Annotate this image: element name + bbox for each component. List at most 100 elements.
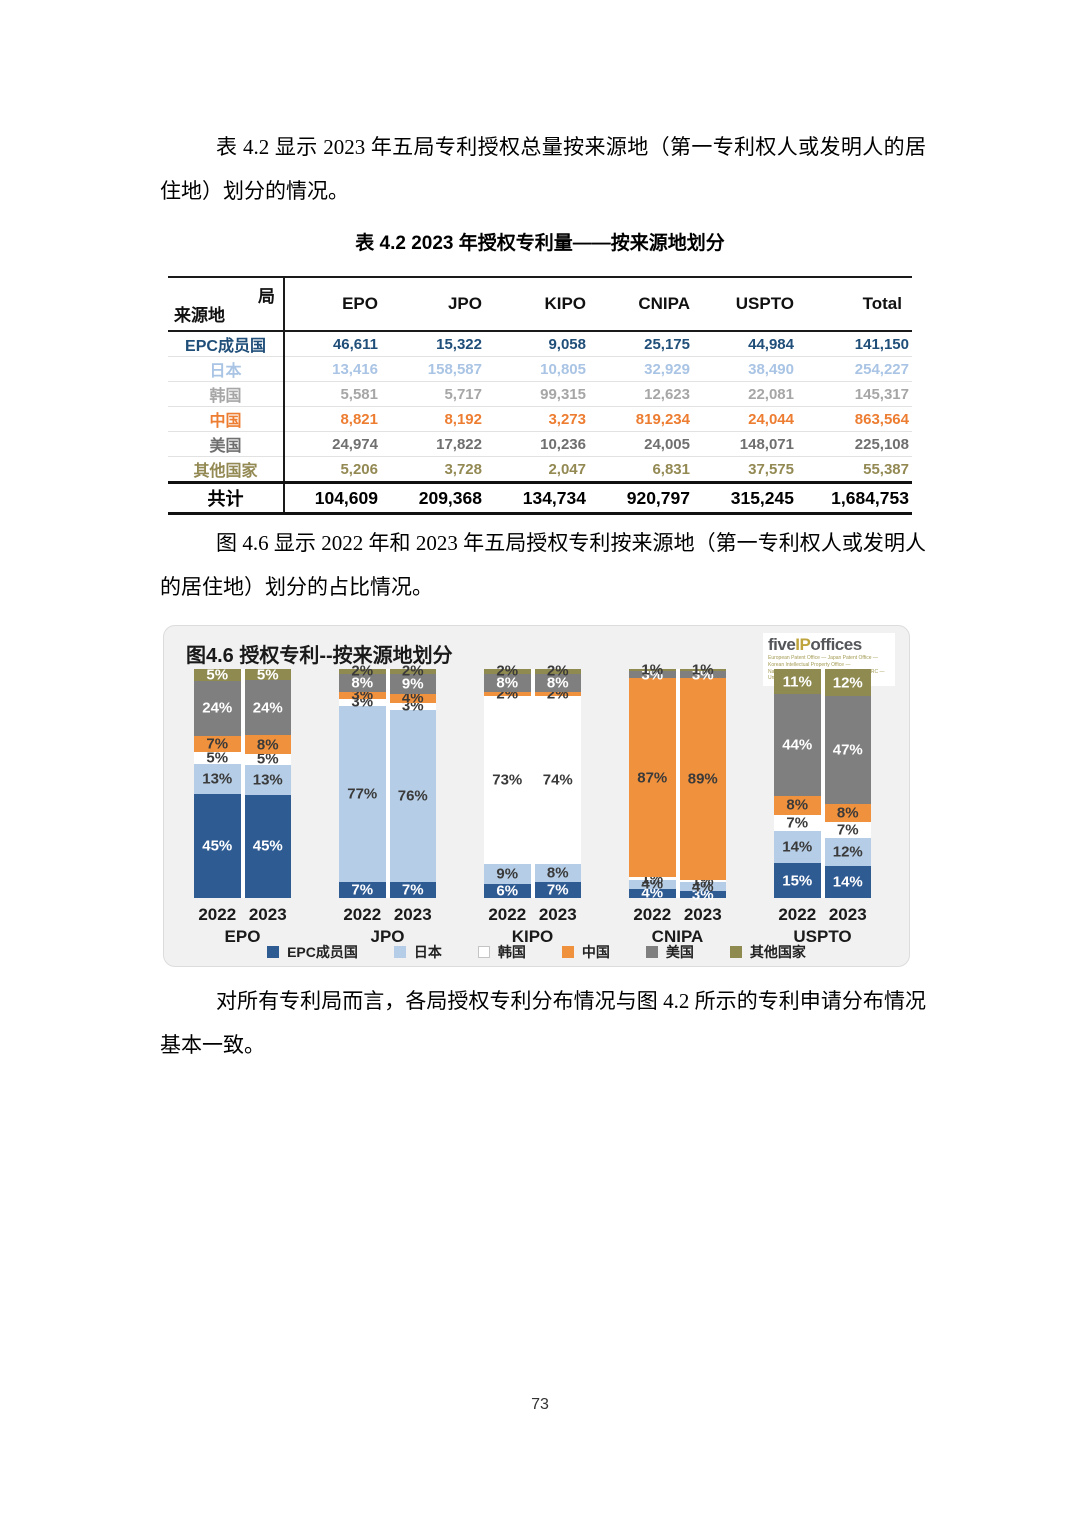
stacked-bar-uspto-2023: 14% 12% 7% 8% 47% 12% [824, 669, 871, 898]
total-cell-value: 920,797 [596, 481, 700, 515]
table-row: 日本 13,416 158,587 10,805 32,929 38,490 254,227 [168, 356, 912, 382]
bar-segment-label: 14% [782, 838, 813, 856]
bar-segment: 47% [824, 696, 871, 805]
bar-group-kipo: 6% 9% 73% 2% 8% 2% 7% 8% 74% 2% 8% 2% 2022 2023 KIPO [484, 664, 581, 946]
cell-value: 10,805 [492, 356, 596, 382]
stacked-bar-cnipa-2023: 3% 4% 1% 89% 3% 1% [679, 663, 726, 902]
bar-segment: 3% [339, 695, 386, 710]
stacked-bar-kipo-2023: 7% 8% 74% 2% 8% 2% [534, 664, 581, 898]
bar-segment-label: 7% [786, 814, 809, 832]
cell-value: 10,236 [492, 431, 596, 457]
table-row: 中国 8,821 8,192 3,273 819,234 24,044 863,564 [168, 406, 912, 432]
cell-value: 145,317 [804, 381, 912, 407]
bar-segment: 7% [774, 814, 821, 831]
axis-label-year: 2023 [393, 905, 432, 924]
bar-group-cnipa: 4% 4% 1% 87% 3% 1% 3% 4% 1% 89% 3% 1% 2022 2023 CNIPA [629, 663, 726, 946]
bar-segment-label: 7% [836, 821, 859, 839]
column-header-epo: EPO [284, 276, 388, 332]
bar-segment: 12% [824, 669, 871, 697]
bar-segment: 15% [774, 863, 821, 898]
bar-segment-label: 8% [836, 804, 859, 822]
bar-segment-label: 8% [546, 674, 569, 692]
legend-swatch [645, 946, 658, 958]
corner-label-office: 局 [258, 287, 275, 306]
paragraph-conclusion: 对所有专利局而言，各局授权专利分布情况与图 4.2 所示的专利申请分布情况基本一… [160, 989, 926, 1057]
bar-segment-label: 14% [832, 873, 863, 891]
chart-legend: EPC成员国 日本 韩国 中国 美国 其他国家 [164, 942, 909, 962]
cell-value: 44,984 [748, 335, 794, 353]
bar-segment: 1% [679, 874, 726, 889]
cell-value: 5,717 [388, 381, 492, 407]
axis-year-labels: 2022 2023 [484, 905, 581, 925]
legend-label: 其他国家 [749, 944, 806, 960]
bar-segment: 4% [389, 691, 436, 706]
bar-segment-label: 24% [202, 699, 233, 717]
legend-item: 日本 [393, 942, 442, 962]
axis-label-year: 2023 [828, 905, 867, 924]
column-header-jpo: JPO [388, 276, 492, 332]
bar-segment: 1% [679, 663, 726, 678]
bar-pair-kipo: 6% 9% 73% 2% 8% 2% 7% 8% 74% 2% 8% 2% [484, 664, 581, 899]
cell-value: 2,047 [492, 456, 596, 483]
bar-segment: 1% [629, 663, 676, 678]
bar-segment-label: 11% [782, 673, 812, 691]
bar-segment-label: 5% [256, 666, 279, 684]
bar-segment: 8% [824, 804, 871, 823]
legend-swatch [267, 946, 280, 958]
stacked-bar-uspto-2022: 15% 14% 7% 8% 44% 11% [774, 669, 821, 898]
cell-value: 17,822 [388, 431, 492, 457]
bar-segment-label: 5% [256, 750, 279, 768]
bar-segment: 2% [484, 687, 531, 702]
cell-value: 9,058 [548, 335, 586, 353]
cell-value: 15,322 [436, 335, 482, 353]
axis-label-year: 2022 [488, 905, 527, 924]
bar-segment-label: 47% [832, 741, 863, 759]
bar-pair-jpo: 7% 77% 3% 3% 8% 2% 7% 76% 3% 4% 9% 2% [339, 664, 436, 898]
bar-segment-label: 7% [351, 881, 374, 899]
bar-group-jpo: 7% 77% 3% 3% 8% 2% 7% 76% 3% 4% 9% 2% 2022 2023 JPO [339, 664, 436, 946]
bar-segment-label: 89% [687, 770, 718, 788]
stacked-bar-jpo-2022: 7% 77% 3% 3% 8% 2% [339, 664, 386, 898]
stacked-bar-kipo-2022: 6% 9% 73% 2% 8% 2% [484, 664, 531, 899]
bar-segment: 2% [389, 664, 436, 679]
row-label: 美国 [168, 431, 285, 457]
table-corner-cell: 局 来源地 [168, 276, 285, 332]
logo-wordmark: fiveIPoffices [768, 636, 890, 653]
row-label: EPC成员国 [168, 331, 285, 357]
bar-segment-label: 45% [252, 837, 283, 855]
cell-value: 32,929 [596, 356, 700, 382]
bar-segment: 89% [679, 678, 726, 880]
total-cell-value: 315,245 [700, 481, 804, 515]
bar-segment: 1% [629, 871, 676, 886]
bar-segment: 11% [774, 669, 821, 695]
cell-value: 55,387 [804, 456, 912, 483]
axis-year-labels: 2022 2023 [629, 905, 726, 925]
total-cell-value: 209,368 [388, 481, 492, 515]
bar-segment: 8% [534, 673, 581, 692]
bar-segment: 7% [824, 822, 871, 839]
bar-segment-label: 8% [351, 674, 374, 692]
bar-segment-label: 76% [397, 787, 428, 805]
bar-segment-label: 45% [202, 837, 233, 855]
legend-label: 日本 [413, 944, 442, 960]
cell-value: 99,315 [492, 381, 596, 407]
bar-segment-label: 5% [206, 666, 229, 684]
bar-segment: 2% [339, 664, 386, 679]
bar-segment-label: 7% [206, 735, 229, 753]
axis-label-year: 2022 [343, 905, 382, 924]
cell-value: 158,587 [388, 356, 492, 382]
total-cell-value: 104,609 [284, 481, 388, 515]
bar-segment-label: 77% [347, 785, 378, 803]
bar-segment-label: 74% [542, 771, 573, 789]
cell-value: 863,564 [804, 406, 912, 432]
axis-label-year: 2023 [683, 905, 722, 924]
table-header-row: 局 来源地 EPO JPO KIPO CNIPA USPTO Total [168, 276, 912, 332]
bar-segment: 14% [774, 830, 821, 864]
legend-swatch [729, 946, 742, 958]
logo-office-line: Korean Intellectual Property Office — [768, 661, 851, 668]
bar-segment: 2% [534, 664, 581, 679]
bar-segment: 4% [679, 879, 726, 894]
bar-segment: 24% [194, 680, 241, 737]
bar-segment: 5% [194, 667, 241, 682]
